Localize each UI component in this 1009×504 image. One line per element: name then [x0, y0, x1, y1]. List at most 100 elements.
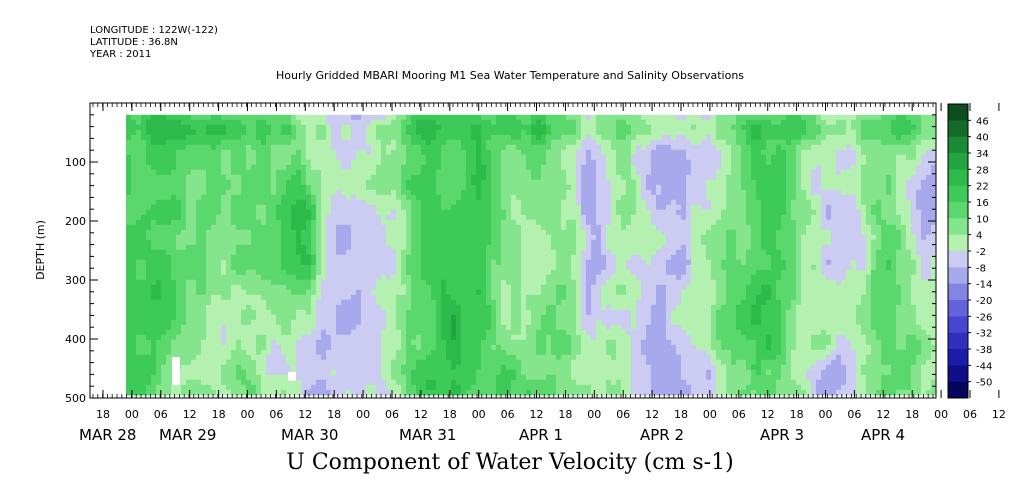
heatmap-cell: [441, 274, 447, 281]
heatmap-cell: [266, 259, 272, 266]
heatmap-cell: [321, 129, 327, 136]
heatmap-cell: [516, 144, 522, 151]
heatmap-cell: [436, 194, 442, 201]
heatmap-cell: [546, 189, 552, 196]
heatmap-cell: [156, 374, 162, 381]
heatmap-cell: [466, 254, 472, 261]
heatmap-cell: [491, 264, 497, 271]
heatmap-cell: [381, 204, 387, 211]
heatmap-cell: [146, 184, 152, 191]
heatmap-cell: [371, 209, 377, 216]
heatmap-cell: [291, 169, 297, 176]
heatmap-cell: [546, 154, 552, 161]
heatmap-cell: [156, 254, 162, 261]
heatmap-cell: [196, 169, 202, 176]
heatmap-cell: [426, 239, 432, 246]
heatmap-cell: [291, 124, 297, 131]
heatmap-cell: [336, 369, 342, 376]
heatmap-cell: [316, 114, 322, 121]
heatmap-cell: [191, 159, 197, 166]
heatmap-cell: [336, 299, 342, 306]
heatmap-cell: [436, 224, 442, 231]
heatmap-cell: [256, 354, 262, 361]
heatmap-cell: [261, 379, 267, 386]
heatmap-cell: [521, 349, 527, 356]
heatmap-cell: [476, 184, 482, 191]
heatmap-cell: [351, 214, 357, 221]
heatmap-cell: [346, 279, 352, 286]
heatmap-cell: [211, 239, 217, 246]
heatmap-cell: [356, 244, 362, 251]
heatmap-cell: [356, 129, 362, 136]
heatmap-cell: [386, 194, 392, 201]
heatmap-cell: [206, 179, 212, 186]
heatmap-cell: [531, 189, 537, 196]
heatmap-cell: [441, 299, 447, 306]
heatmap-cell: [531, 324, 537, 331]
heatmap-cell: [486, 119, 492, 126]
heatmap-cell: [301, 174, 307, 181]
heatmap-cell: [326, 389, 332, 396]
heatmap-cell: [526, 179, 532, 186]
heatmap-cell: [231, 159, 237, 166]
heatmap-cell: [466, 234, 472, 241]
heatmap-cell: [166, 219, 172, 226]
heatmap-cell: [241, 349, 247, 356]
heatmap-cell: [366, 144, 372, 151]
heatmap-cell: [491, 154, 497, 161]
heatmap-cell: [361, 204, 367, 211]
heatmap-cell: [126, 204, 132, 211]
heatmap-cell: [376, 194, 382, 201]
heatmap-cell: [456, 269, 462, 276]
heatmap-cell: [216, 149, 222, 156]
heatmap-cell: [286, 304, 292, 311]
heatmap-cell: [286, 184, 292, 191]
heatmap-cell: [526, 184, 532, 191]
heatmap-cell: [206, 324, 212, 331]
heatmap-cell: [456, 149, 462, 156]
heatmap-cell: [291, 184, 297, 191]
heatmap-cell: [126, 124, 132, 131]
heatmap-cell: [171, 274, 177, 281]
heatmap-cell: [136, 214, 142, 221]
heatmap-cell: [156, 239, 162, 246]
heatmap-cell: [331, 364, 337, 371]
heatmap-cell: [186, 319, 192, 326]
heatmap-cell: [551, 339, 557, 346]
heatmap-cell: [456, 359, 462, 366]
heatmap-cell: [256, 184, 262, 191]
heatmap-cell: [166, 304, 172, 311]
heatmap-cell: [531, 219, 537, 226]
heatmap-cell: [341, 139, 347, 146]
heatmap-cell: [171, 169, 177, 176]
heatmap-cell: [241, 254, 247, 261]
heatmap-cell: [316, 354, 322, 361]
heatmap-cell: [126, 239, 132, 246]
heatmap-cell: [541, 204, 547, 211]
heatmap-cell: [211, 334, 217, 341]
heatmap-cell: [541, 129, 547, 136]
heatmap-cell: [301, 324, 307, 331]
heatmap-cell: [376, 214, 382, 221]
heatmap-cell: [511, 309, 517, 316]
heatmap-cell: [281, 314, 287, 321]
heatmap-cell: [466, 139, 472, 146]
heatmap-cell: [261, 349, 267, 356]
heatmap-cell: [521, 159, 527, 166]
heatmap-cell: [351, 389, 357, 396]
heatmap-cell: [166, 184, 172, 191]
heatmap-cell: [316, 219, 322, 226]
heatmap-cell: [546, 254, 552, 261]
heatmap-cell: [436, 244, 442, 251]
heatmap-cell: [286, 204, 292, 211]
heatmap-cell: [346, 264, 352, 271]
heatmap-cell: [381, 214, 387, 221]
heatmap-cell: [546, 359, 552, 366]
heatmap-cell: [476, 169, 482, 176]
heatmap-cell: [271, 384, 277, 391]
heatmap-cell: [466, 339, 472, 346]
heatmap-cell: [386, 279, 392, 286]
heatmap-cell: [211, 369, 217, 376]
heatmap-cell: [126, 279, 132, 286]
heatmap-cell: [261, 374, 267, 381]
